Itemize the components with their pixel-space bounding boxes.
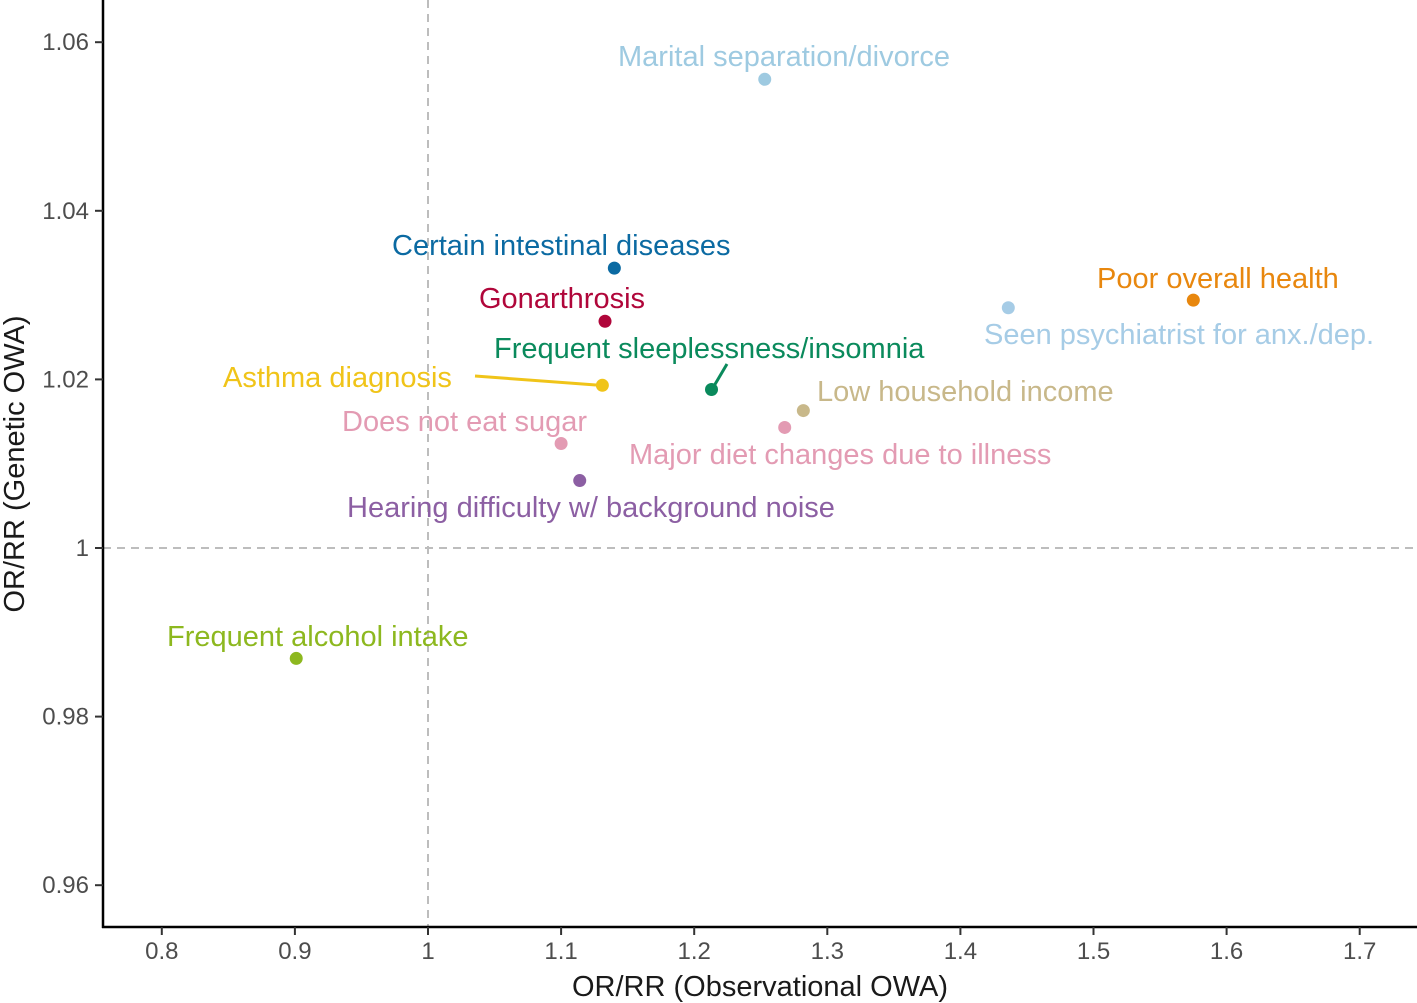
point-frequent-sleeplessness-insomnia	[705, 383, 719, 397]
label-asthma-diagnosis: Asthma diagnosis	[223, 362, 452, 394]
y-tick-label: 0.98	[42, 704, 89, 731]
x-tick-label: 1.1	[544, 938, 577, 965]
label-seen-psychiatrist-for-anx-dep: Seen psychiatrist for anx./dep.	[984, 319, 1374, 351]
y-tick-label: 1	[76, 535, 89, 562]
label-frequent-sleeplessness-insomnia: Frequent sleeplessness/insomnia	[494, 333, 925, 365]
x-tick-label: 1.5	[1077, 938, 1110, 965]
x-tick-label: 1	[421, 938, 434, 965]
label-does-not-eat-sugar: Does not eat sugar	[342, 406, 587, 438]
label-connectors	[474, 363, 729, 387]
point-certain-intestinal-diseases	[607, 261, 621, 275]
point-hearing-difficulty-w-background-noise	[573, 474, 587, 488]
point-marital-separation-divorce	[758, 72, 772, 86]
label-low-household-income: Low household income	[817, 376, 1114, 408]
label-hearing-difficulty-w-background-noise: Hearing difficulty w/ background noise	[347, 492, 835, 524]
x-tick-label: 1.6	[1210, 938, 1243, 965]
y-axis-title: OR/RR (Genetic OWA)	[0, 315, 31, 612]
reference-lines	[103, 0, 1417, 927]
point-gonarthrosis	[598, 314, 612, 328]
x-tick-label: 1.7	[1343, 938, 1376, 965]
y-tick-label: 0.96	[42, 872, 89, 899]
label-marital-separation-divorce: Marital separation/divorce	[618, 41, 950, 73]
label-frequent-alcohol-intake: Frequent alcohol intake	[167, 621, 468, 653]
point-asthma-diagnosis	[595, 378, 609, 392]
y-tick-label: 1.06	[42, 29, 89, 56]
label-major-diet-changes-due-to-illness: Major diet changes due to illness	[629, 439, 1051, 471]
label-poor-overall-health: Poor overall health	[1097, 263, 1339, 295]
connector-asthma-diagnosis	[474, 374, 597, 387]
label-certain-intestinal-diseases: Certain intestinal diseases	[392, 230, 731, 262]
point-labels: Marital separation/divorce Certain intest…	[167, 41, 1374, 653]
data-points	[289, 72, 1200, 665]
point-major-diet-changes-due-to-illness	[778, 420, 792, 434]
x-tick-label: 1.3	[811, 938, 844, 965]
x-tick-label: 0.8	[145, 938, 178, 965]
point-does-not-eat-sugar	[554, 436, 568, 450]
connector-frequent-sleeplessness-insomnia	[712, 363, 729, 387]
y-tick-label: 1.02	[42, 366, 89, 393]
y-tick-label: 1.04	[42, 198, 89, 225]
label-gonarthrosis: Gonarthrosis	[479, 283, 645, 315]
point-frequent-alcohol-intake	[289, 651, 303, 665]
x-tick-label: 0.9	[278, 938, 311, 965]
point-poor-overall-health	[1186, 293, 1200, 307]
x-tick-label: 1.2	[678, 938, 711, 965]
point-seen-psychiatrist-for-anx-dep	[1001, 301, 1015, 315]
x-axis-title: OR/RR (Observational OWA)	[572, 971, 948, 1003]
axes: 0.8 0.9 1 1.1 1.2 1.3 1.4 1.5 1.6 1.7 0.96 0.98 1 1.0…	[42, 0, 1417, 965]
point-low-household-income	[796, 404, 810, 418]
x-tick-label: 1.4	[944, 938, 977, 965]
